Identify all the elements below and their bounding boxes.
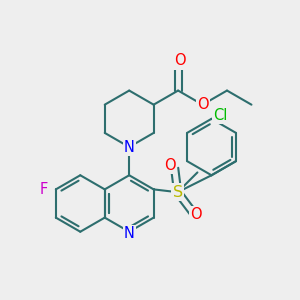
Text: Cl: Cl [213,108,228,123]
Text: O: O [197,97,208,112]
Text: O: O [174,53,185,68]
Text: O: O [164,158,176,173]
Text: N: N [124,226,135,241]
Text: N: N [124,140,135,154]
Text: S: S [172,185,183,200]
Text: F: F [39,182,47,197]
Text: O: O [190,207,201,222]
